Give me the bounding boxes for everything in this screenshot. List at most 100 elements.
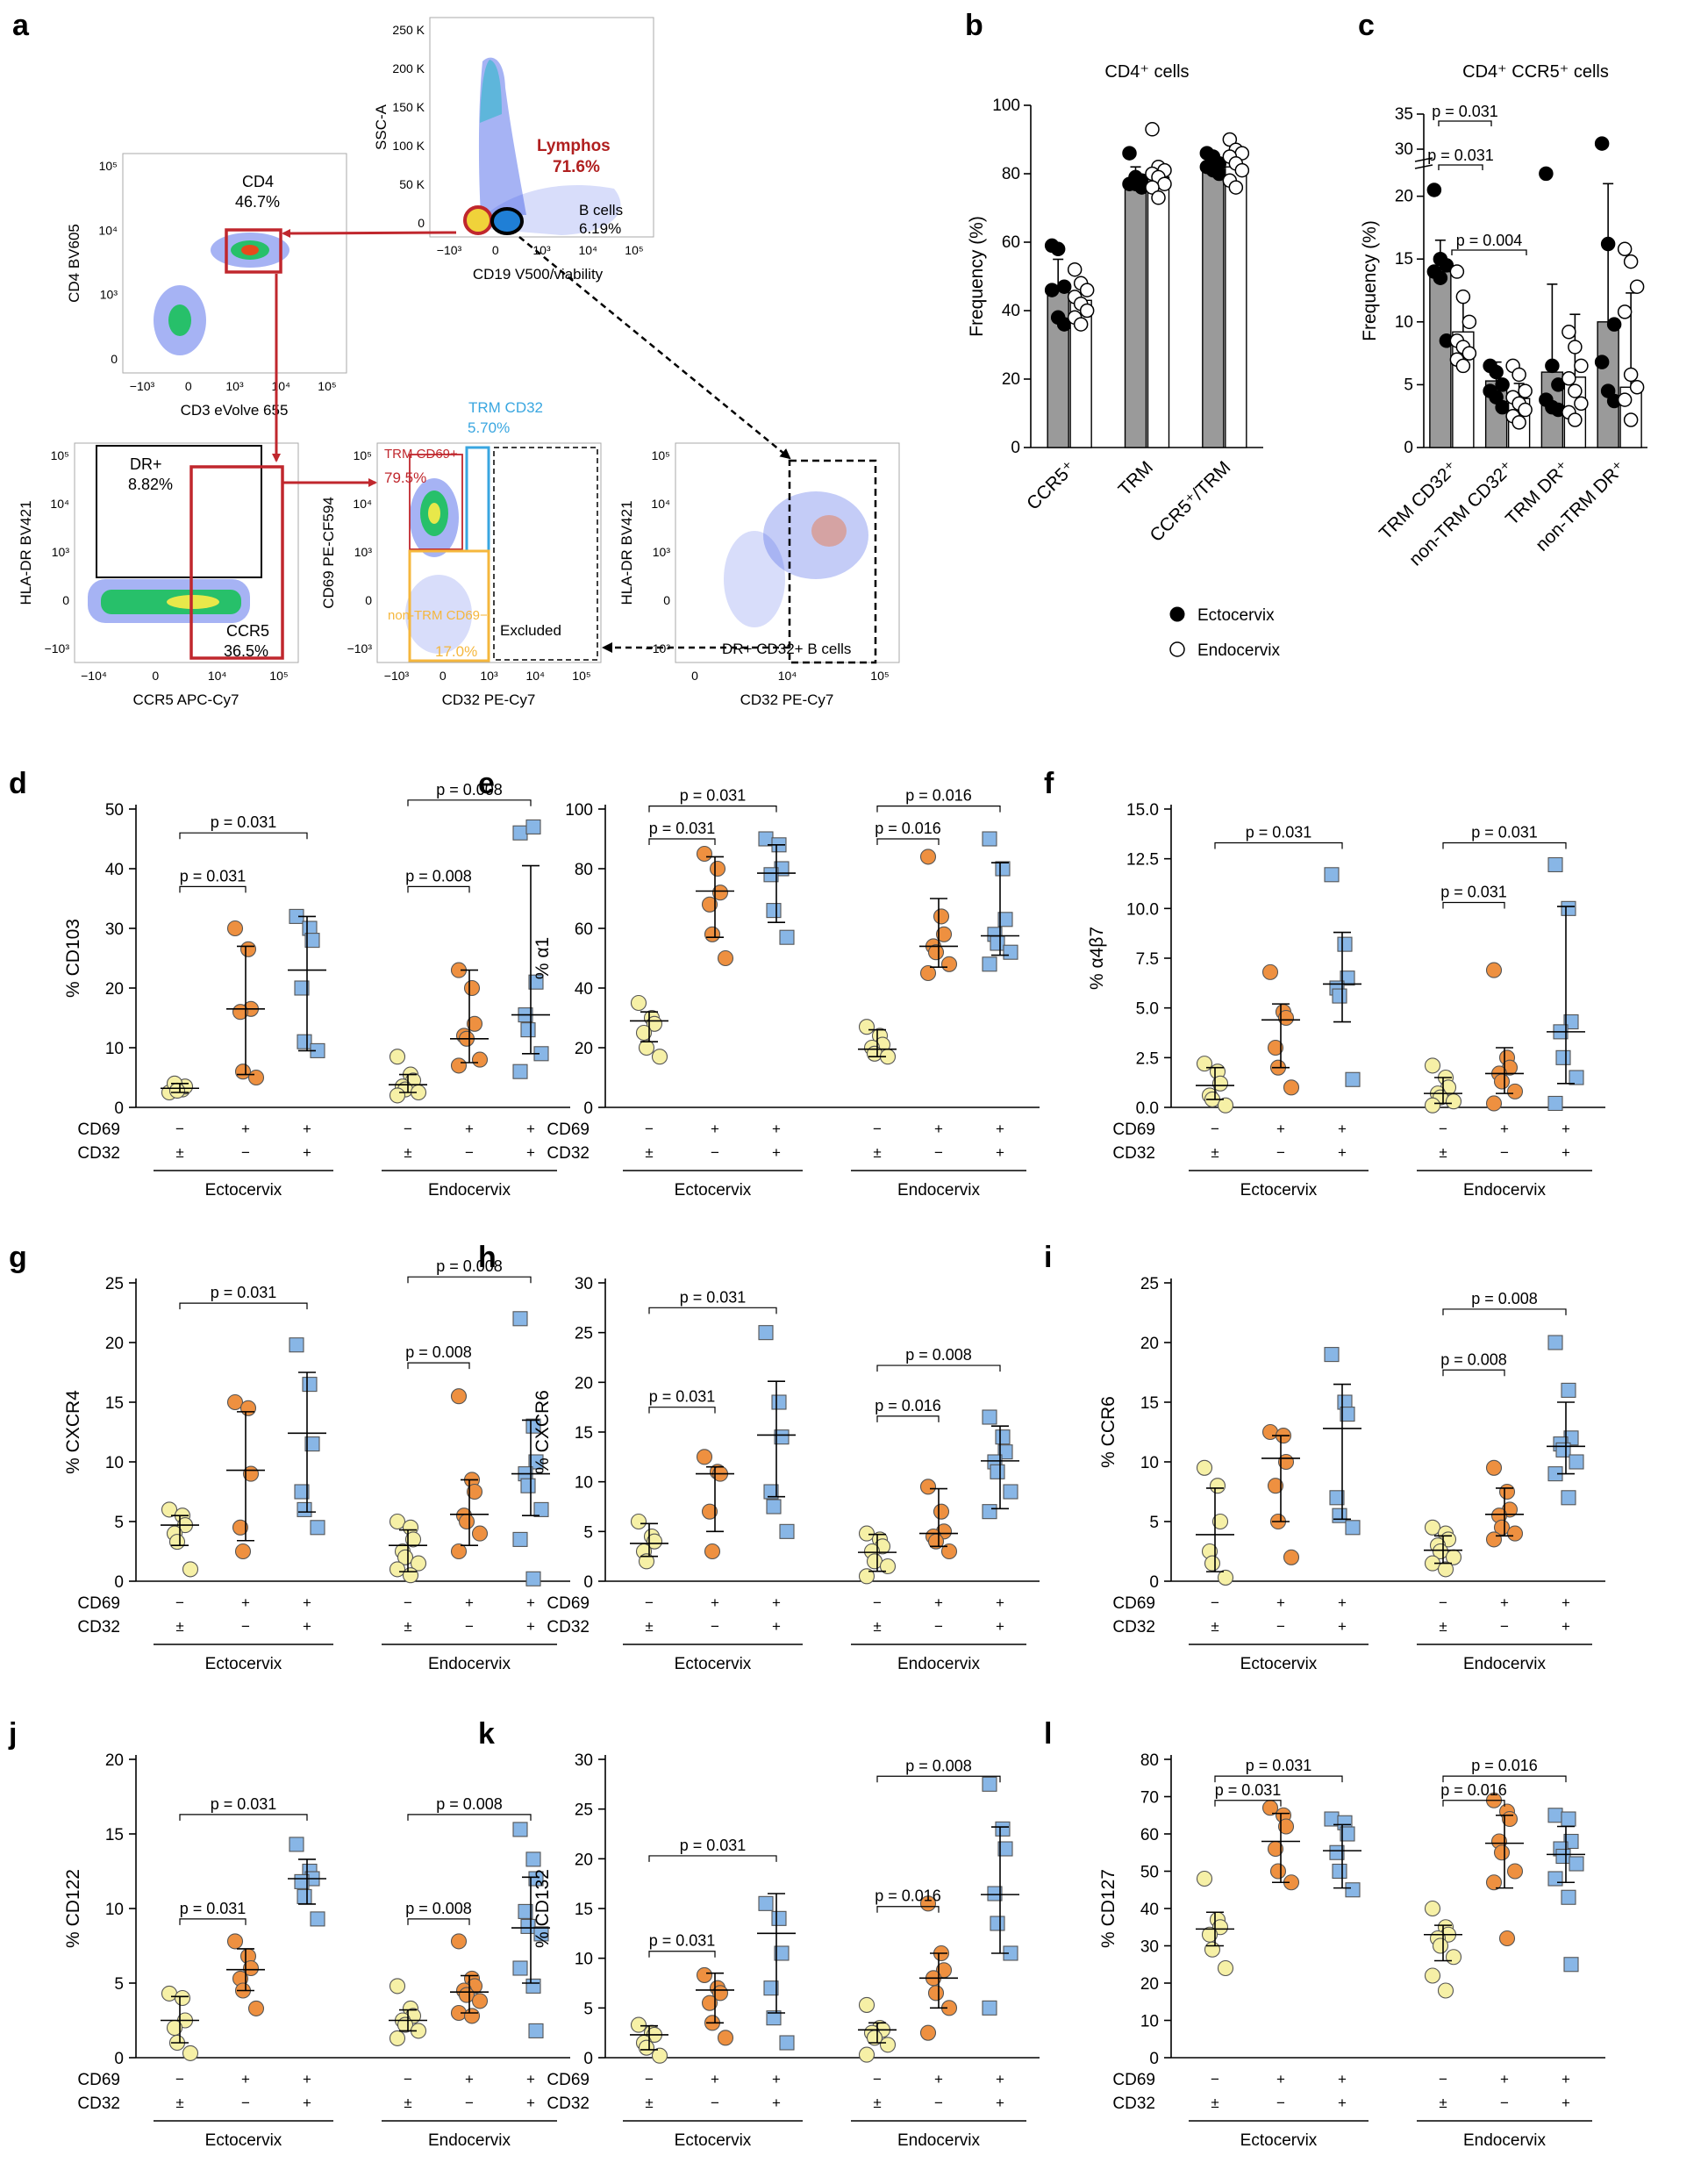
data-point [866,1045,883,1062]
data-point [410,1555,427,1572]
group-label-endocervix: Endocervix [897,2131,980,2150]
data-point [397,2016,414,2033]
cd32-sign: − [934,2095,943,2111]
data-point [1067,261,1083,277]
y-tick-label: 80 [575,861,593,879]
p-value-label: p = 0.031 [649,820,716,837]
significance-bracket [648,838,716,845]
data-point [174,1989,191,2007]
data-point [1545,358,1560,374]
data-point [518,1903,533,1919]
data-point [919,1895,937,1912]
data-point [1228,180,1244,195]
data-point [1267,1039,1284,1056]
gating-arrow-bcells [518,236,791,460]
y-tick-label: 15 [1140,1394,1159,1413]
bar [1225,166,1247,448]
significance-bracket [407,1276,532,1284]
flow-plot-frame [429,17,654,238]
data-point [1261,963,1279,980]
cd32-sign: ± [1211,1618,1218,1635]
data-point [858,1019,875,1035]
data-point [763,867,779,883]
data-point [1511,415,1526,430]
data-point [927,944,945,961]
cd69-sign: − [175,1594,184,1611]
group-label-ectocervix: Ectocervix [205,2131,282,2150]
data-point [1437,1982,1454,1999]
data-point [389,1049,406,1065]
data-point [709,860,726,877]
cd69-sign: − [175,2071,184,2088]
data-point [389,2030,406,2046]
flow-xtick-label: −10³ [384,669,410,683]
cd32-sign: + [772,2095,781,2111]
data-point [763,1484,779,1500]
flow-ytick-label: 0 [111,352,118,366]
y-tick-label: 40 [575,980,593,999]
cd32-sign: + [996,1144,1004,1161]
density-cloud [241,245,259,255]
legend-marker-ectocervix [1169,606,1185,622]
data-point [1569,1856,1584,1872]
flow-y-axis-label: CD69 PE-CF594 [320,497,337,609]
group-label-endocervix: Endocervix [428,1655,511,1673]
flow-ytick-label: 10³ [354,545,373,559]
data-point [704,1543,721,1560]
cd32-row-label: CD32 [77,1618,120,1636]
cd32-sign: − [1276,1144,1285,1161]
data-point [1269,1863,1287,1880]
data-point [1424,1519,1441,1536]
data-point [1461,314,1477,330]
y-tick-label: 25 [575,1325,593,1343]
data-point [1547,1871,1563,1887]
data-point [1568,383,1583,398]
data-point [450,1057,468,1074]
data-point [763,1980,779,1996]
data-point [1623,367,1639,383]
data-point [310,1911,325,1927]
data-point [1283,1549,1300,1565]
y-tick-label: 0 [1149,2050,1159,2068]
flow-xtick-label: 0 [691,669,698,683]
p-value-label: p = 0.031 [649,1932,716,1950]
data-point [1449,264,1465,279]
data-point [990,935,1005,951]
density-cloud [168,304,191,336]
flow-ytick-label: 10⁴ [50,497,69,511]
data-point [940,956,958,972]
data-point [701,1503,718,1520]
cd69-row-label: CD69 [547,1121,590,1139]
y-tick-label: 5 [583,2000,593,2018]
significance-bracket [407,1814,532,1821]
cd32-row-label: CD32 [77,1144,120,1163]
panel-d-scatter: d 0 10 20 30 40 50 % CD103 − ± + − + + − ± + − + + CD69 CD32 E… [9,767,570,1200]
data-point [533,1501,549,1517]
flow-xtick-label: 0 [152,669,159,683]
y-tick-label: 20 [1140,1335,1159,1353]
data-point [771,1910,787,1926]
data-point [696,1966,713,1983]
data-point [525,1571,541,1586]
p-value-label: p = 0.016 [875,1397,941,1414]
y-tick-label: 25 [1140,1275,1159,1293]
cd69-sign: + [1561,1594,1570,1611]
data-point [1495,377,1510,392]
data-point [1432,1937,1449,1954]
data-point [879,2037,897,2053]
data-point [1561,1490,1576,1506]
y-tick-label: 15 [105,1826,124,1844]
y-axis-label: Frequency (%) [967,216,987,337]
p-value-label: p = 0.016 [905,787,972,805]
data-point [234,1064,252,1080]
data-point [1461,346,1477,361]
cd69-sign: + [526,1594,535,1611]
flow-xtick-label: −10⁴ [81,669,107,683]
data-point [1547,1335,1563,1350]
y-tick-label: 0 [583,2050,593,2068]
p-value-label: p = 0.008 [436,1257,503,1275]
data-point [779,929,795,945]
cd69-sign: − [1439,1121,1447,1137]
panel-letter: d [9,767,27,800]
cd32-sign: − [465,1618,474,1635]
